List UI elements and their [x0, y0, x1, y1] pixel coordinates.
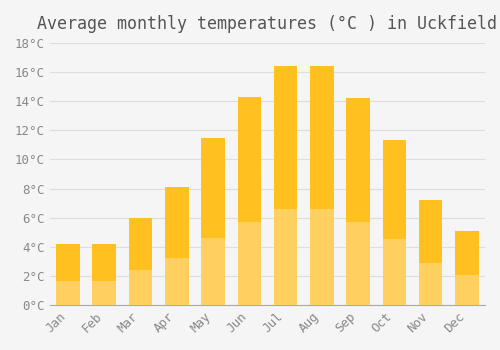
Bar: [128, 270, 152, 305]
Bar: [419, 263, 442, 305]
Bar: [202, 138, 225, 305]
Bar: [455, 275, 478, 305]
Bar: [455, 231, 478, 305]
Bar: [165, 258, 188, 305]
Bar: [202, 238, 225, 305]
Bar: [310, 210, 334, 305]
Bar: [56, 244, 80, 305]
Bar: [165, 187, 188, 305]
Bar: [274, 66, 297, 305]
Bar: [92, 244, 116, 305]
Bar: [419, 200, 442, 305]
Bar: [238, 97, 261, 305]
Title: Average monthly temperatures (°C ) in Uckfield: Average monthly temperatures (°C ) in Uc…: [38, 15, 498, 33]
Bar: [56, 281, 80, 305]
Bar: [238, 222, 261, 305]
Bar: [382, 140, 406, 305]
Bar: [92, 281, 116, 305]
Bar: [346, 222, 370, 305]
Bar: [128, 218, 152, 305]
Bar: [346, 98, 370, 305]
Bar: [382, 239, 406, 305]
Bar: [310, 66, 334, 305]
Bar: [274, 210, 297, 305]
